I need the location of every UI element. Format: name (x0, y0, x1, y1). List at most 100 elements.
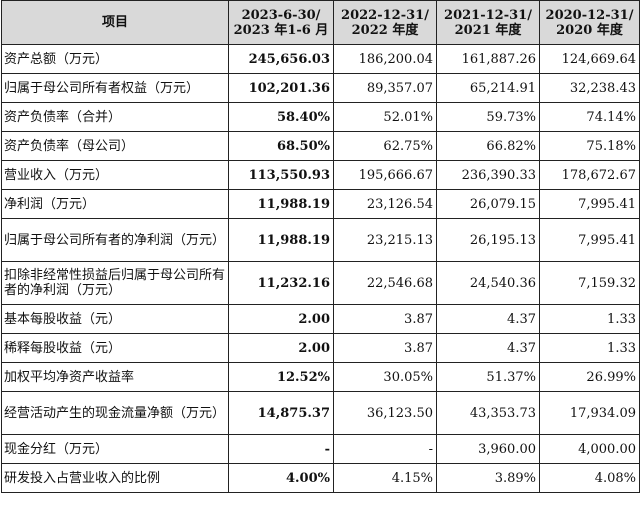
value-cell: 4.37 (436, 304, 540, 334)
value-cell: 22,546.68 (333, 261, 437, 305)
table-row: 归属于母公司所有者权益（万元） 102,201.36 89,357.07 65,214… (1, 73, 640, 103)
value-cell: 1.33 (539, 333, 640, 363)
row-label: 资产总额（万元） (1, 44, 229, 74)
value-cell: 26.99% (539, 362, 640, 392)
value-cell: 75.18% (539, 131, 640, 161)
row-label: 营业收入（万元） (1, 160, 229, 190)
row-label: 研发投入占营业收入的比例 (1, 463, 229, 493)
value-cell: 58.40% (228, 102, 334, 132)
row-label: 净利润（万元） (1, 189, 229, 219)
value-cell: 2.00 (228, 304, 334, 334)
value-cell: 3.87 (333, 333, 437, 363)
value-cell: 4.15% (333, 463, 437, 493)
value-cell: 2.00 (228, 333, 334, 363)
table-row: 资产负债率（合并） 58.40% 52.01% 59.73% 74.14% (1, 102, 640, 132)
value-cell: 65,214.91 (436, 73, 540, 103)
value-cell: 102,201.36 (228, 73, 334, 103)
financial-data-table: 项目 2023-6-30/ 2023 年1-6 月 2022-12-31/ 20… (1, 0, 640, 493)
table-row: 资产负债率（母公司） 68.50% 62.75% 66.82% 75.18% (1, 131, 640, 161)
row-label: 加权平均净资产收益率 (1, 362, 229, 392)
value-cell: 36,123.50 (333, 391, 437, 435)
value-cell: 4.08% (539, 463, 640, 493)
row-label: 资产负债率（母公司） (1, 131, 229, 161)
row-label: 经营活动产生的现金流量净额（万元） (1, 391, 229, 435)
value-cell: 178,672.67 (539, 160, 640, 190)
value-cell: 11,232.16 (228, 261, 334, 305)
header-period-line: 2020-12-31/ (545, 7, 634, 23)
value-cell: 52.01% (333, 102, 437, 132)
value-cell: 186,200.04 (333, 44, 437, 74)
value-cell: 32,238.43 (539, 73, 640, 103)
row-label: 现金分红（万元） (1, 434, 229, 464)
value-cell: 195,666.67 (333, 160, 437, 190)
table-row: 经营活动产生的现金流量净额（万元） 14,875.37 36,123.50 43,35… (1, 391, 640, 435)
value-cell: 161,887.26 (436, 44, 540, 74)
value-cell: 68.50% (228, 131, 334, 161)
header-period: 2022-12-31/ 2022 年度 (333, 0, 437, 45)
value-cell: 124,669.64 (539, 44, 640, 74)
row-label: 归属于母公司所有者权益（万元） (1, 73, 229, 103)
value-cell: 59.73% (436, 102, 540, 132)
table-row: 加权平均净资产收益率 12.52% 30.05% 51.37% 26.99% (1, 362, 640, 392)
value-cell: - (333, 434, 437, 464)
table-row: 扣除非经常性损益后归属于母公司所有者的净利润（万元） 11,232.16 22,54… (1, 261, 640, 305)
value-cell: 66.82% (436, 131, 540, 161)
table-row: 营业收入（万元） 113,550.93 195,666.67 236,390.33 17… (1, 160, 640, 190)
value-cell: 4.00% (228, 463, 334, 493)
table-row: 现金分红（万元） - -3,960.00 4,000.00 (1, 434, 640, 464)
row-label: 稀释每股收益（元） (1, 333, 229, 363)
value-cell: 11,988.19 (228, 218, 334, 262)
table-body: 资产总额（万元） 245,656.03 186,200.04 161,887.26 12… (1, 44, 640, 493)
row-label: 归属于母公司所有者的净利润（万元） (1, 218, 229, 262)
header-period: 2021-12-31/ 2021 年度 (436, 0, 540, 45)
value-cell: 26,195.13 (436, 218, 540, 262)
value-cell: 17,934.09 (539, 391, 640, 435)
value-cell: 3,960.00 (436, 434, 540, 464)
table-row: 资产总额（万元） 245,656.03 186,200.04 161,887.26 12… (1, 44, 640, 74)
value-cell: - (228, 434, 334, 464)
value-cell: 26,079.15 (436, 189, 540, 219)
value-cell: 236,390.33 (436, 160, 540, 190)
value-cell: 89,357.07 (333, 73, 437, 103)
table-row: 归属于母公司所有者的净利润（万元） 11,988.19 23,215.13 26,19… (1, 218, 640, 262)
header-period-line: 2021 年度 (454, 22, 522, 38)
header-period-line: 2021-12-31/ (444, 7, 532, 23)
value-cell: 51.37% (436, 362, 540, 392)
value-cell: 74.14% (539, 102, 640, 132)
value-cell: 7,995.41 (539, 218, 640, 262)
header-period-line: 2020 年度 (556, 22, 623, 38)
header-item: 项目 (1, 0, 229, 45)
table-row: 净利润（万元） 11,988.19 23,126.54 26,079.15 7,995.… (1, 189, 640, 219)
value-cell: 12.52% (228, 362, 334, 392)
value-cell: 24,540.36 (436, 261, 540, 305)
table-row: 研发投入占营业收入的比例 4.00% 4.15% 3.89% 4.08% (1, 463, 640, 493)
header-period-line: 2023 年1-6 月 (233, 22, 329, 38)
value-cell: 7,159.32 (539, 261, 640, 305)
value-cell: 14,875.37 (228, 391, 334, 435)
value-cell: 3.87 (333, 304, 437, 334)
value-cell: 4,000.00 (539, 434, 640, 464)
value-cell: 3.89% (436, 463, 540, 493)
table-row: 稀释每股收益（元） 2.00 3.87 4.37 1.33 (1, 333, 640, 363)
row-label: 资产负债率（合并） (1, 102, 229, 132)
value-cell: 62.75% (333, 131, 437, 161)
header-period: 2023-6-30/ 2023 年1-6 月 (228, 0, 334, 45)
header-period-line: 2023-6-30/ (241, 7, 321, 23)
value-cell: 4.37 (436, 333, 540, 363)
value-cell: 23,215.13 (333, 218, 437, 262)
value-cell: 113,550.93 (228, 160, 334, 190)
value-cell: 11,988.19 (228, 189, 334, 219)
table-row: 基本每股收益（元） 2.00 3.87 4.37 1.33 (1, 304, 640, 334)
value-cell: 7,995.41 (539, 189, 640, 219)
header-period-line: 2022-12-31/ (341, 7, 429, 23)
value-cell: 43,353.73 (436, 391, 540, 435)
value-cell: 23,126.54 (333, 189, 437, 219)
header-period-line: 2022 年度 (351, 22, 419, 38)
value-cell: 245,656.03 (228, 44, 334, 74)
row-label: 基本每股收益（元） (1, 304, 229, 334)
value-cell: 30.05% (333, 362, 437, 392)
row-label: 扣除非经常性损益后归属于母公司所有者的净利润（万元） (1, 261, 229, 305)
table-header-row: 项目 2023-6-30/ 2023 年1-6 月 2022-12-31/ 20… (1, 0, 640, 45)
header-period: 2020-12-31/ 2020 年度 (539, 0, 640, 45)
value-cell: 1.33 (539, 304, 640, 334)
